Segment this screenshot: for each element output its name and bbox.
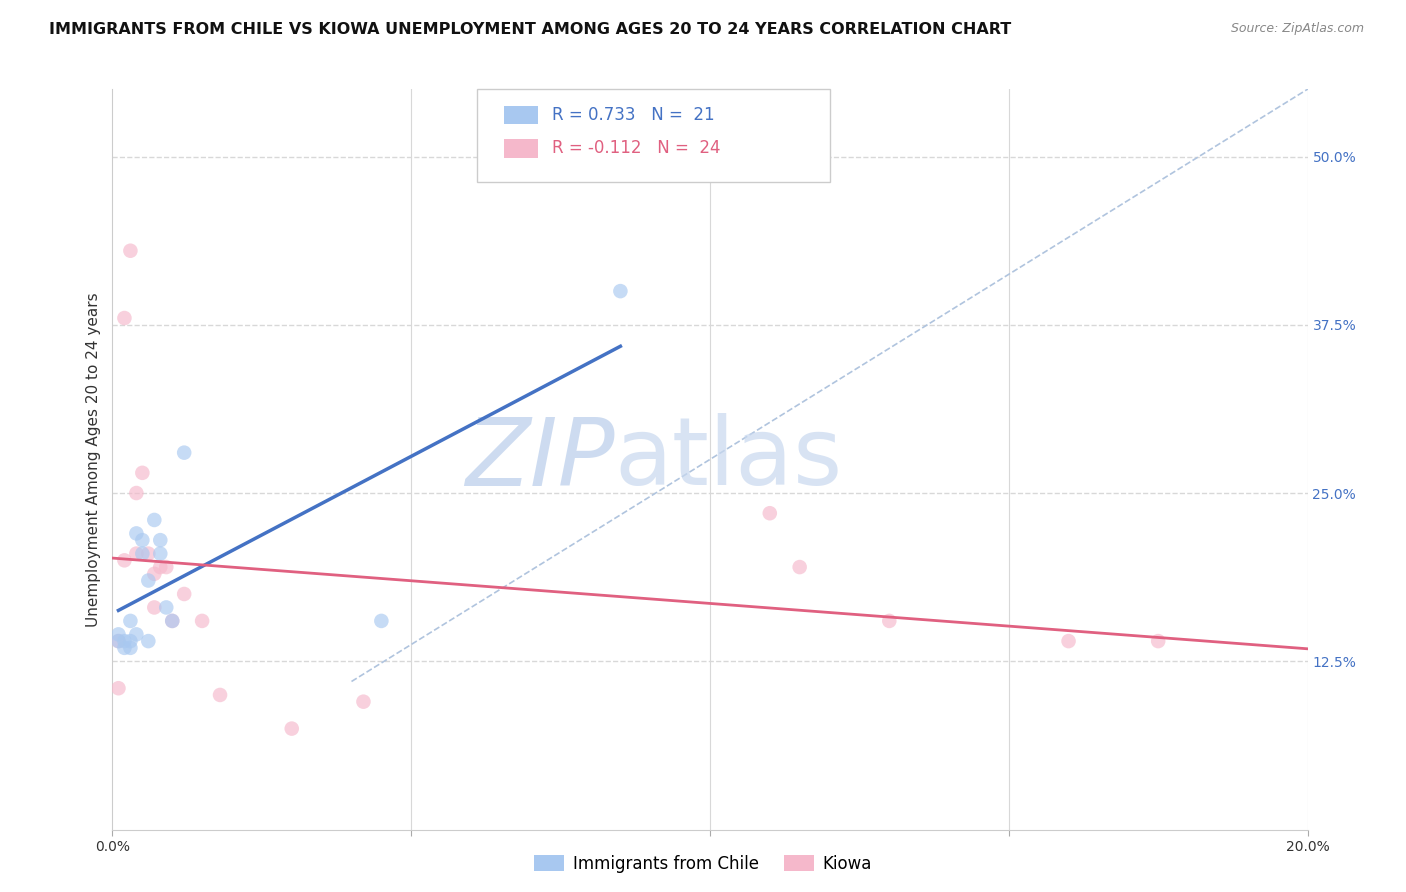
Point (120, 634, 142, 648)
Point (149, 533, 172, 548)
Point (114, 634, 135, 648)
Point (120, 640, 142, 655)
Point (138, 547, 160, 561)
FancyBboxPatch shape (505, 106, 538, 124)
Point (131, 466, 153, 480)
Point (173, 445, 195, 459)
Point (162, 614, 183, 628)
Point (114, 553, 135, 567)
Point (173, 587, 195, 601)
Point (281, 722, 304, 736)
Point (789, 560, 811, 574)
Point (107, 634, 129, 648)
Text: atlas: atlas (614, 413, 842, 506)
Text: R = 0.733   N =  21: R = 0.733 N = 21 (553, 106, 714, 124)
Legend: Immigrants from Chile, Kiowa: Immigrants from Chile, Kiowa (527, 848, 879, 880)
Point (143, 600, 166, 615)
Point (879, 614, 901, 628)
Point (609, 284, 631, 298)
Point (107, 681, 129, 696)
Y-axis label: Unemployment Among Ages 20 to 24 years: Unemployment Among Ages 20 to 24 years (86, 292, 101, 627)
Text: ZIP: ZIP (465, 414, 614, 505)
Point (155, 600, 177, 615)
FancyBboxPatch shape (477, 89, 830, 182)
Point (125, 627, 148, 641)
Point (138, 634, 160, 648)
Text: Source: ZipAtlas.com: Source: ZipAtlas.com (1230, 22, 1364, 36)
Point (155, 560, 177, 574)
Point (125, 486, 148, 500)
Point (125, 547, 148, 561)
Text: IMMIGRANTS FROM CHILE VS KIOWA UNEMPLOYMENT AMONG AGES 20 TO 24 YEARS CORRELATIO: IMMIGRANTS FROM CHILE VS KIOWA UNEMPLOYM… (49, 22, 1011, 37)
Point (353, 695, 375, 709)
Point (131, 533, 153, 548)
Point (162, 614, 183, 628)
Point (120, 614, 142, 628)
Point (107, 627, 129, 641)
Point (114, 311, 135, 326)
Point (138, 574, 160, 588)
Point (143, 566, 166, 581)
Point (1057, 634, 1080, 648)
Point (209, 688, 232, 702)
Point (114, 640, 135, 655)
FancyBboxPatch shape (505, 139, 538, 158)
Point (143, 513, 166, 527)
Point (149, 547, 172, 561)
Point (1147, 634, 1170, 648)
Point (759, 506, 782, 520)
Point (125, 526, 148, 541)
Text: R = -0.112   N =  24: R = -0.112 N = 24 (553, 139, 721, 157)
Point (131, 547, 153, 561)
Point (191, 614, 214, 628)
Point (149, 560, 172, 574)
Point (120, 244, 142, 258)
Point (370, 614, 392, 628)
Point (107, 634, 129, 648)
